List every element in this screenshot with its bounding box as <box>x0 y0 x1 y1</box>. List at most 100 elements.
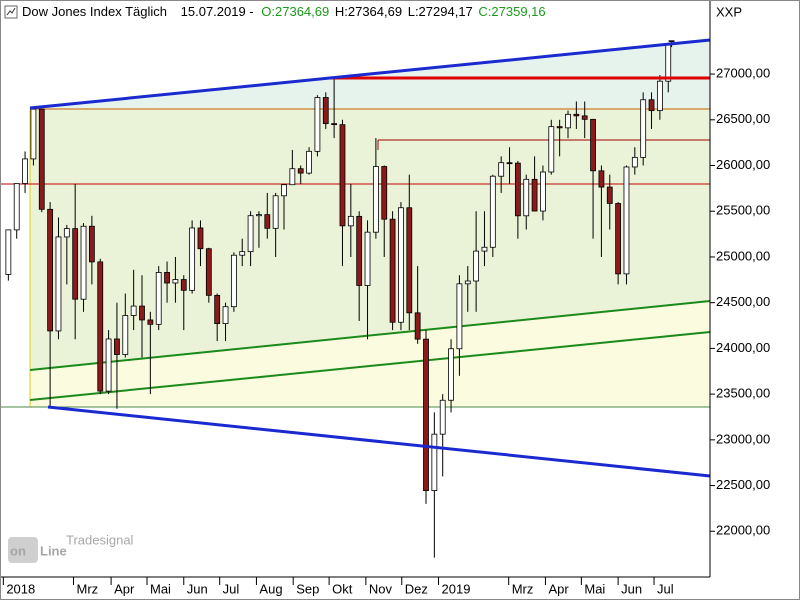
logo-text: Line <box>40 543 67 558</box>
candle-body <box>306 150 312 174</box>
candle-body <box>523 178 530 217</box>
candle-body <box>147 319 154 325</box>
x-tick-label: Apr <box>114 581 135 596</box>
candle-body <box>55 236 62 332</box>
menu-icon-glyph <box>6 7 16 16</box>
candle-body <box>531 178 538 212</box>
logo: on Line Tradesignal <box>8 532 134 563</box>
y-tick-label: 23500,00 <box>716 386 770 401</box>
x-tick-label: Mai <box>150 581 171 596</box>
candle-body <box>22 158 28 184</box>
candle-body <box>322 97 329 125</box>
candle-body <box>364 231 371 286</box>
candle-body <box>339 124 346 227</box>
logo-box <box>8 537 38 563</box>
candle-body <box>398 207 404 323</box>
channel-line <box>47 405 711 478</box>
header-open: O:27364,69 <box>261 4 329 19</box>
candle-body <box>356 215 363 286</box>
candle-body <box>38 108 45 210</box>
x-tick-label: Jul <box>657 581 674 596</box>
candles <box>5 40 675 558</box>
candle-body <box>256 214 262 217</box>
candle-body <box>139 305 145 321</box>
candle-body <box>63 228 70 238</box>
candle-body <box>155 272 162 325</box>
candle-body <box>414 312 421 340</box>
candle-body <box>406 207 413 314</box>
candle-body <box>189 227 196 291</box>
header: Dow Jones Index Täglich 15.07.2019 - O:2… <box>22 4 546 19</box>
candle-body <box>272 195 279 229</box>
trend-line <box>29 300 711 371</box>
y-tick-label: 26000,00 <box>716 157 770 172</box>
candle-body <box>573 113 580 117</box>
y-tick-label: 26500,00 <box>716 111 770 126</box>
trend-line <box>29 331 711 401</box>
y-axis-label: XXP <box>716 4 742 19</box>
candle-body <box>556 126 563 129</box>
candle-body <box>13 183 20 231</box>
candle-body <box>481 246 488 252</box>
candle-body <box>47 208 54 332</box>
x-tick-label: Jun <box>621 581 642 596</box>
candle-body <box>540 171 546 212</box>
x-tick-label: Apr <box>548 581 569 596</box>
candle-body <box>331 123 338 126</box>
candle-body <box>431 433 438 491</box>
candle-body <box>289 168 296 186</box>
channel-line <box>29 38 711 110</box>
candle-body <box>514 162 521 217</box>
x-tick-label: Mrz <box>512 581 534 596</box>
candle-body <box>214 294 221 325</box>
x-tick-label: Aug <box>259 581 282 596</box>
candle-body <box>648 99 655 112</box>
x-tick-label: 2019 <box>442 581 471 596</box>
candle-body <box>448 348 454 401</box>
candle-body <box>222 306 229 325</box>
x-tick-label: 2018 <box>6 581 35 596</box>
candle-body <box>389 218 396 323</box>
y-tick-label: 25000,00 <box>716 248 770 263</box>
candle-body <box>30 108 37 160</box>
candle-body <box>197 227 204 250</box>
y-tick-label: 24000,00 <box>716 340 770 355</box>
y-tick-label: 22500,00 <box>716 477 770 492</box>
candle-body <box>548 126 555 173</box>
y-tick-label: 25500,00 <box>716 203 770 218</box>
candle-body <box>489 175 496 248</box>
candle-body <box>381 166 388 220</box>
candle-body <box>581 115 588 120</box>
y-tick-label: 22000,00 <box>716 523 770 538</box>
candle-body <box>122 315 129 355</box>
header-date: 15.07.2019 - <box>181 4 254 19</box>
candle-body <box>72 228 79 300</box>
candle-body <box>372 166 379 233</box>
candle-body <box>598 170 605 188</box>
candle-body <box>281 184 287 197</box>
candle-body <box>230 254 237 308</box>
candle-body <box>456 283 463 350</box>
candle-body <box>615 203 622 275</box>
candle-body <box>88 225 95 263</box>
y-tick-label: 23000,00 <box>716 431 770 446</box>
candle-body <box>97 261 104 392</box>
candle-body <box>565 113 571 129</box>
candle-body <box>205 248 212 296</box>
y-tick-label: 24500,00 <box>716 294 770 309</box>
candle-body <box>5 229 12 275</box>
y-axis-panel <box>710 0 800 600</box>
logo-sub: Tradesignal <box>66 532 134 547</box>
candle-body <box>606 186 613 204</box>
x-tick-label: Jul <box>223 581 240 596</box>
x-tick-label: Okt <box>332 581 353 596</box>
x-tick-label: Mai <box>584 581 605 596</box>
candle-body <box>80 225 87 300</box>
header-high: H:27364,69 <box>335 4 402 19</box>
header-low: L:27294,17 <box>408 4 473 19</box>
candle-body <box>623 166 630 275</box>
candle-body <box>439 399 446 435</box>
candle-body <box>105 338 112 392</box>
candle-body <box>498 162 505 177</box>
